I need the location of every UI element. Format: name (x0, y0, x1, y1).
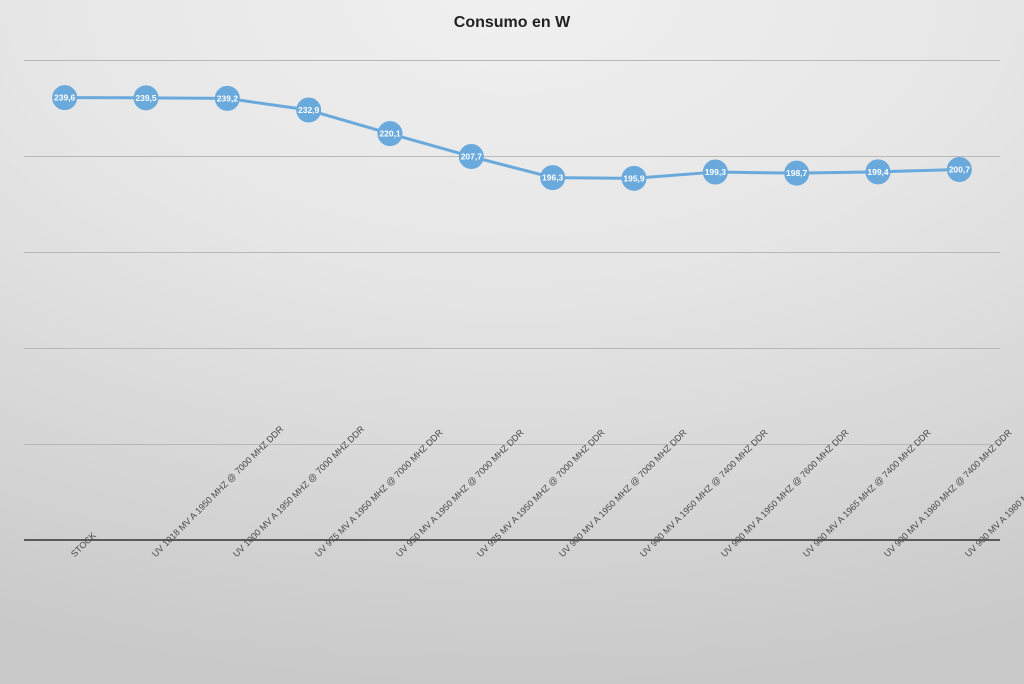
data-label: 199,3 (705, 167, 727, 177)
plot-area: 239,6 239,5 239,2 232,9 220,1 207,7 196,3 195,9… (24, 60, 1000, 540)
data-label: 239,6 (54, 93, 76, 103)
data-label: 196,3 (542, 173, 564, 183)
series-line (65, 98, 960, 179)
chart-container: Consumo en W 239,6 239,5 239,2 232,9 220,1 20… (0, 0, 1024, 684)
chart-title: Consumo en W (0, 14, 1024, 32)
data-label: 195,9 (623, 173, 645, 183)
line-series-layer: 239,6 239,5 239,2 232,9 220,1 207,7 196,3 195,9… (24, 60, 1000, 540)
data-label: 207,7 (461, 152, 483, 162)
data-label: 200,7 (949, 164, 971, 174)
data-label: 239,5 (135, 93, 157, 103)
data-label: 239,2 (217, 93, 239, 103)
data-label: 232,9 (298, 105, 320, 115)
data-label: 198,7 (786, 168, 808, 178)
data-label: 220,1 (379, 129, 401, 139)
data-label: 199,4 (867, 167, 889, 177)
